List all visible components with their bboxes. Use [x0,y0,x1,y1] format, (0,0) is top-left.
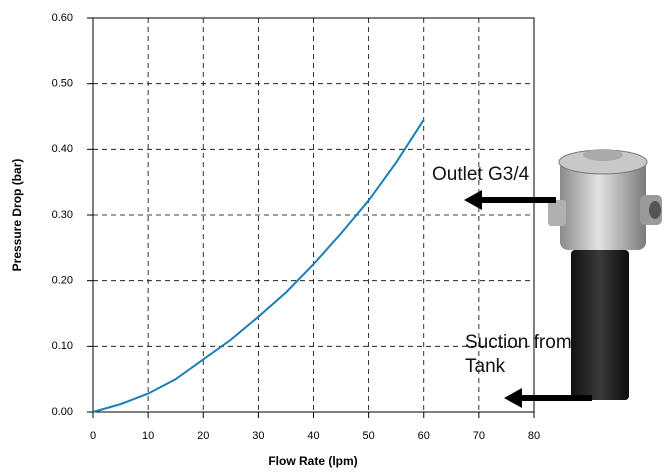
plot: 0.00 0.10 0.20 0.30 0.40 0.50 0.60 0 10 20 30 40 50 6… [52,12,541,442]
y-axis-label: Pressure Drop (bar) [10,159,24,272]
x-tick-label: 80 [528,430,540,442]
y-tick-label: 0.00 [52,406,73,418]
plot-frame [92,17,535,413]
x-tick-label: 30 [252,430,264,442]
line [92,119,425,413]
x-axis-label: Flow Rate (lpm) [268,454,357,468]
y-tick-label: 0.10 [52,340,73,352]
x-tick-label: 50 [363,430,375,442]
y-tick-label: 0.40 [52,143,73,155]
x-tick-label: 10 [142,430,154,442]
annotation: Suction from Tank [465,332,572,377]
filter-image [548,149,662,400]
x-tick-label: 40 [307,430,319,442]
arrow [504,388,592,408]
y-tick-label: 0.50 [52,78,73,90]
x-tick-label: 0 [90,430,96,442]
arrow [464,190,556,210]
y-tick-label: 0.60 [52,12,73,24]
y-tick-label: 0.30 [52,209,73,221]
x-tick-label: 70 [473,430,485,442]
x-tick-label: 20 [197,430,209,442]
y-tick-label: 0.20 [52,275,73,287]
x-tick-label: 60 [418,430,430,442]
annotation: Outlet G3/4 [432,164,530,185]
